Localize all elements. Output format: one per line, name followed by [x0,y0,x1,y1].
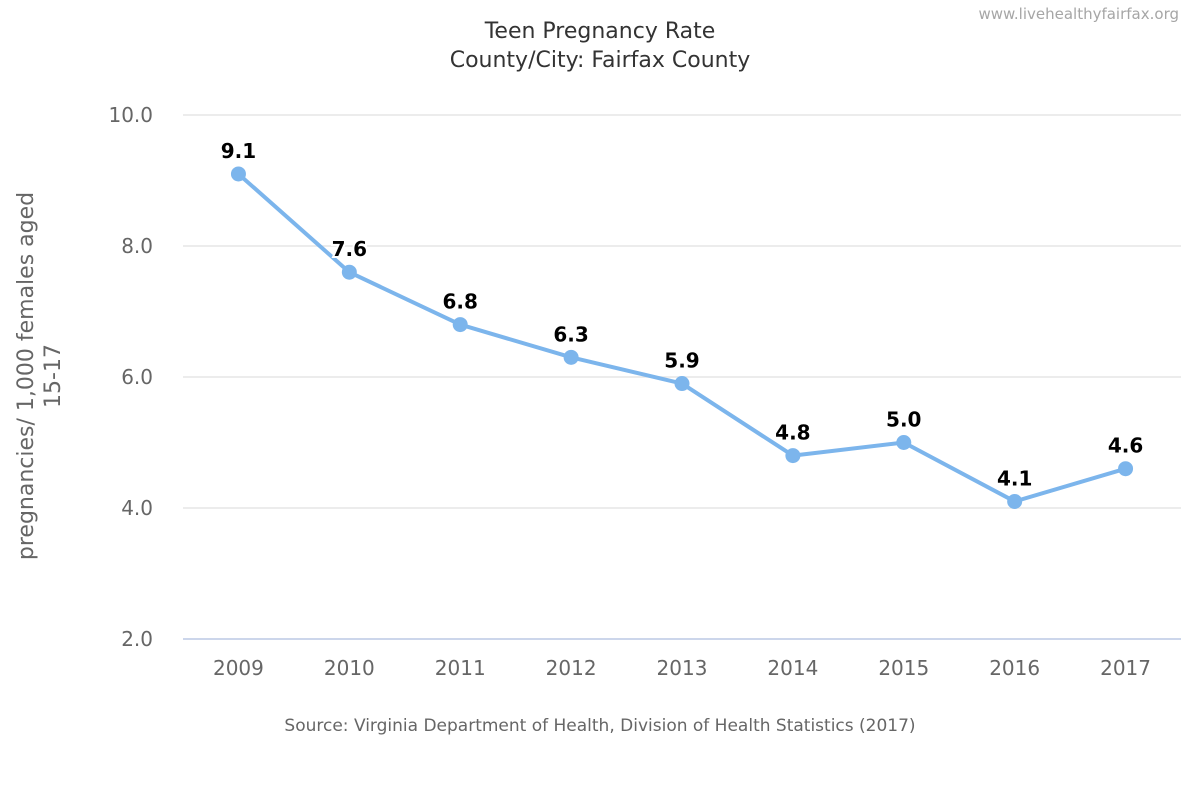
credit-link[interactable]: www.livehealthyfairfax.org [978,5,1179,23]
y-axis-ticks: 2.0 4.0 6.0 8.0 10.0 [108,103,153,651]
y-axis-title-line-2: 15-17 [41,344,66,408]
x-tick-label: 2014 [767,656,818,680]
data-label: 5.0 [886,408,921,432]
y-axis-title: pregnancies/ 1,000 females aged 15-17 [14,192,66,560]
y-tick-label: 6.0 [121,365,153,389]
data-point[interactable] [785,448,801,464]
x-tick-label: 2016 [989,656,1040,680]
data-point[interactable] [896,435,912,450]
x-tick-label: 2017 [1100,656,1151,680]
series-line [236,171,1128,504]
y-tick-label: 2.0 [121,627,153,651]
y-tick-label: 4.0 [121,496,153,520]
data-label: 9.1 [221,139,256,163]
y-axis-title-line-1: pregnancies/ 1,000 females aged [14,192,39,560]
y-tick-label: 8.0 [121,234,153,258]
data-point[interactable] [1007,493,1023,509]
data-point[interactable] [230,166,246,182]
x-tick-label: 2009 [213,656,264,680]
x-tick-label: 2010 [324,656,375,680]
data-label: 5.9 [664,349,699,373]
x-tick-label: 2011 [435,656,486,680]
series-group: 9.1 7.6 6.8 6.3 5.9 4.8 5.0 4.1 4.6 [219,137,1145,509]
source-note: Source: Virginia Department of Health, D… [284,716,915,736]
data-point[interactable] [341,264,357,280]
data-point[interactable] [563,349,579,365]
data-point[interactable] [1118,461,1134,477]
data-label: 4.8 [775,421,810,445]
data-point[interactable] [452,317,468,333]
x-tick-label: 2012 [546,656,597,680]
data-label: 6.8 [443,290,478,314]
y-tick-label: 10.0 [108,103,153,127]
data-label: 4.6 [1108,434,1143,458]
chart-title: Teen Pregnancy Rate [484,19,716,44]
chart-subtitle: County/City: Fairfax County [450,48,751,73]
data-point[interactable] [674,376,690,392]
data-label: 4.1 [997,466,1032,490]
x-tick-label: 2015 [878,656,929,680]
data-label: 6.3 [553,322,588,346]
x-axis-ticks: 2009 2010 2011 2012 2013 2014 2015 2016 2017 [213,656,1151,680]
x-tick-label: 2013 [657,656,708,680]
data-label: 7.6 [332,237,367,261]
